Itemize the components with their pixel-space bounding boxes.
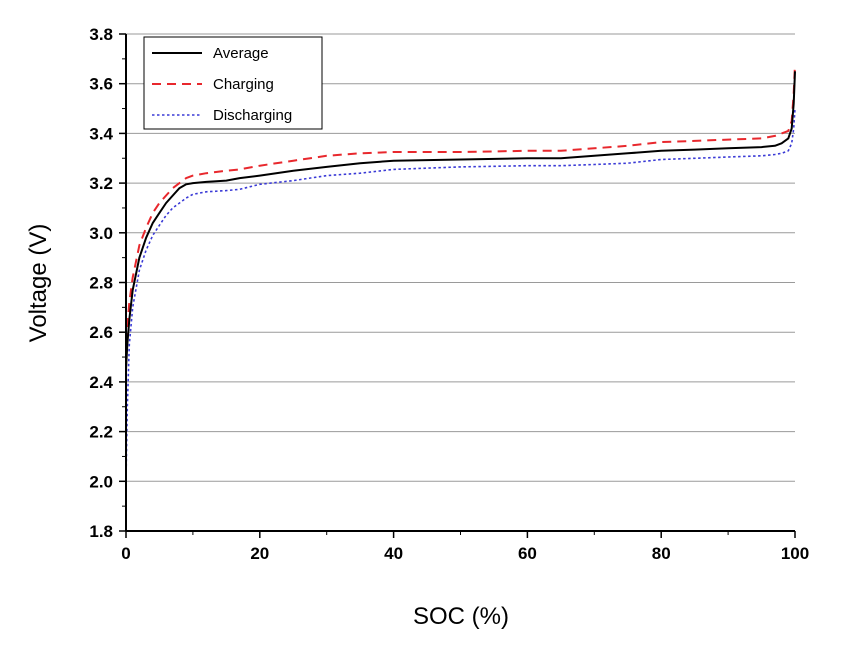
legend-label-average: Average [213,45,269,62]
y-tick-label: 3.4 [89,124,113,143]
x-axis-title: SOC (%) [413,603,509,630]
legend-label-charging: Charging [213,76,274,93]
x-tick-label: 0 [121,544,130,563]
y-tick-label: 3.8 [89,25,113,44]
series-lines [125,63,796,482]
x-tick-label: 40 [384,544,403,563]
y-tick-label: 1.8 [89,522,113,541]
legend: Average Charging Discharging [143,36,323,130]
series-line-charging [125,63,796,358]
grid-lines [126,33,795,482]
y-tick-label: 2.8 [89,274,113,293]
y-tick-label: 2.0 [89,472,113,491]
y-tick-label: 3.2 [89,174,113,193]
y-tick-label: 2.4 [89,373,113,392]
legend-label-discharging: Discharging [213,107,292,124]
tick-labels: 1.8 2.0 2.2 2.4 2.6 2.8 3.0 3.2 3.4 3.6 3.8 0 20 40 60… [89,25,809,563]
x-tick-label: 100 [781,544,809,563]
y-tick-label: 3.0 [89,224,113,243]
x-tick-label: 80 [652,544,671,563]
series-line-average [125,71,796,370]
y-tick-label: 2.6 [89,323,113,342]
x-tick-label: 20 [250,544,269,563]
x-tick-label: 60 [518,544,537,563]
axes [119,33,796,538]
series-line-discharging [125,108,796,482]
y-tick-label: 3.6 [89,75,113,94]
y-axis-title: Voltage (V) [25,224,52,343]
y-tick-label: 2.2 [89,423,113,442]
